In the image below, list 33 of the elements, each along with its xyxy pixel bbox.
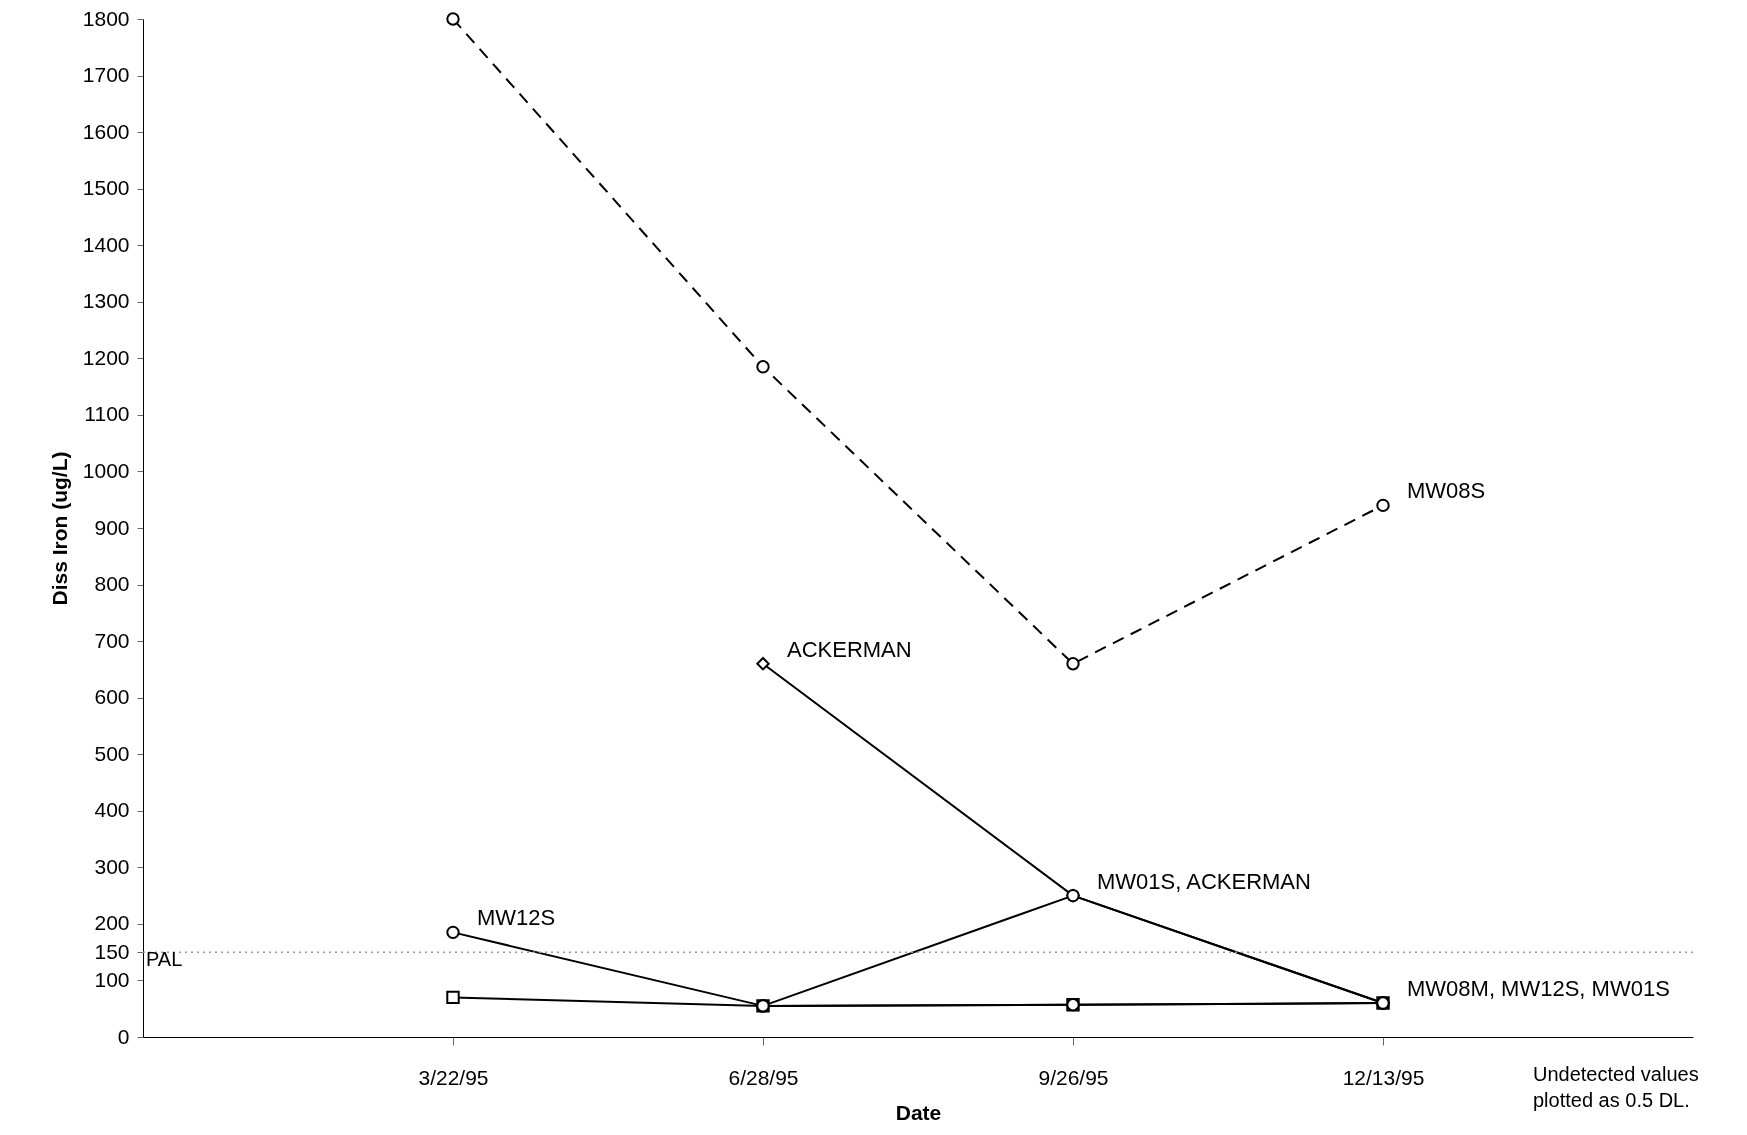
annotation: MW08M, MW12S, MW01S [1407,976,1670,1002]
y-tick-label: 200 [94,911,130,935]
y-tick-label: 500 [94,741,130,765]
y-tick-label: 1600 [82,119,130,143]
annotation: MW12S [477,905,556,931]
y-tick-label: 0 [117,1024,130,1048]
annotation: ACKERMAN [787,636,912,662]
x-tick-label: 9/26/95 [1038,1065,1109,1089]
y-tick-label: 700 [94,628,130,652]
y-tick-label: 900 [94,515,130,539]
y-tick-label: 1800 [82,6,130,30]
x-tick-label: 6/28/95 [728,1065,799,1089]
y-tick-label: 1100 [84,402,130,426]
annotation: MW08S [1407,478,1486,504]
y-tick-label: 400 [94,798,130,822]
ref-line-label: PAL [146,948,183,971]
annotation: MW01S, ACKERMAN [1097,868,1311,894]
text: Undetected values plotted as 0.5 DL. [1533,1063,1699,1111]
y-tick-label: 1500 [82,176,130,200]
y-tick-label: 300 [94,854,130,878]
y-tick-label: 1300 [82,289,130,313]
y-tick-label: 150 [94,939,130,963]
x-tick-label: 12/13/95 [1342,1065,1425,1089]
y-tick-label: 1400 [82,232,130,256]
y-tick-label: 800 [94,572,130,596]
y-tick-label: 1700 [82,63,130,87]
y-tick-label: 600 [94,685,130,709]
y-axis-title: Diss Iron (ug/L) [47,451,71,606]
y-tick-label: 100 [94,967,130,991]
y-tick-label: 1200 [82,345,130,369]
y-tick-label: 1000 [82,458,130,482]
x-tick-label: 3/22/95 [418,1065,489,1089]
x-axis-title: Date [895,1100,942,1124]
